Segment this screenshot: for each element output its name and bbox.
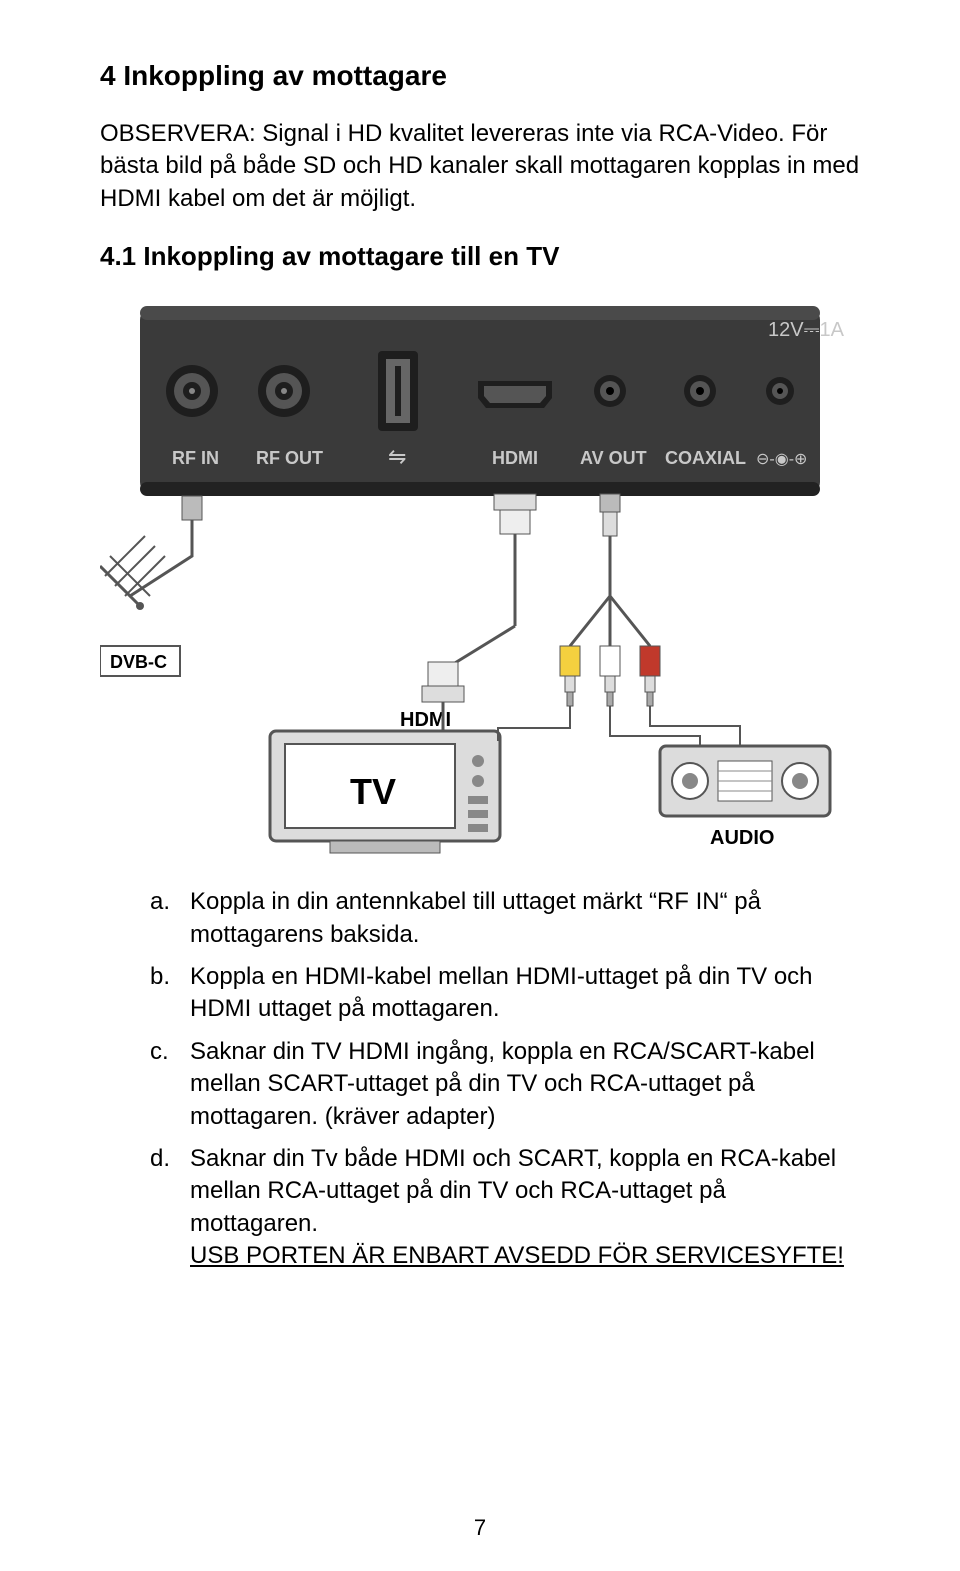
connection-diagram: 12V⎓1A RF IN RF OUT ⇋ HDMI A — [100, 296, 860, 856]
intro-paragraph: OBSERVERA: Signal i HD kvalitet leverera… — [100, 118, 860, 215]
list-marker: a. — [150, 886, 170, 918]
section-heading: 4 Inkoppling av mottagare — [100, 60, 860, 92]
rfin-port-label: RF IN — [172, 448, 219, 468]
list-item: a. Koppla in din antennkabel till uttage… — [150, 886, 860, 951]
usb-service-note: USB PORTEN ÄR ENBART AVSEDD FÖR SERVICES… — [190, 1242, 844, 1269]
list-text: Saknar din TV HDMI ingång, koppla en RCA… — [190, 1038, 815, 1130]
polarity-icon: ⊖-◉-⊕ — [756, 451, 807, 468]
audio-device-icon: AUDIO — [660, 746, 830, 849]
tv-icon: TV — [270, 731, 500, 853]
list-marker: c. — [150, 1036, 169, 1068]
avout-port-label: AV OUT — [580, 448, 647, 468]
dvbc-label: DVB-C — [110, 652, 167, 672]
page-number: 7 — [0, 1515, 960, 1541]
instruction-list: a. Koppla in din antennkabel till uttage… — [100, 886, 860, 1272]
list-marker: b. — [150, 961, 170, 993]
list-item: c. Saknar din TV HDMI ingång, koppla en … — [150, 1036, 860, 1133]
tv-label: TV — [350, 771, 396, 812]
power-rating-label: 12V⎓1A — [768, 319, 845, 341]
list-item: b. Koppla en HDMI-kabel mellan HDMI-utta… — [150, 961, 860, 1026]
antenna-icon — [100, 536, 165, 610]
list-marker: d. — [150, 1143, 170, 1175]
list-text: Koppla in din antennkabel till uttaget m… — [190, 888, 761, 947]
coaxial-port-label: COAXIAL — [665, 448, 746, 468]
usb-icon: ⇋ — [388, 444, 406, 469]
list-text: Koppla en HDMI-kabel mellan HDMI-uttaget… — [190, 963, 813, 1022]
subsection-heading: 4.1 Inkoppling av mottagare till en TV — [100, 241, 860, 272]
hdmi-port-label: HDMI — [492, 448, 538, 468]
rfout-port-label: RF OUT — [256, 448, 323, 468]
list-item: d. Saknar din Tv både HDMI och SCART, ko… — [150, 1143, 860, 1273]
list-text: Saknar din Tv både HDMI och SCART, koppl… — [190, 1145, 836, 1237]
audio-label: AUDIO — [710, 827, 774, 849]
